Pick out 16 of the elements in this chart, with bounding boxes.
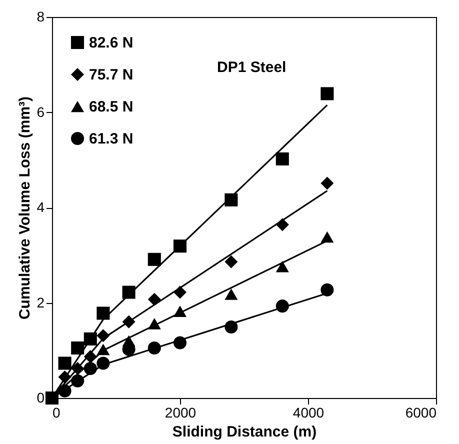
legend-label: 61.3 N (89, 130, 134, 148)
x-tick-label: 2000 (164, 404, 196, 420)
x-tick-label: 0 (52, 404, 60, 420)
legend-label: 75.7 N (89, 66, 134, 84)
y-tick-label: 2 (36, 294, 45, 310)
y-tick-label: 0 (36, 390, 45, 406)
legend-label: 68.5 N (89, 98, 134, 116)
x-tick-label: 4000 (292, 404, 324, 420)
annotation: DP1 Steel (217, 59, 286, 76)
x-tick-label: 6000 (405, 404, 437, 420)
y-tick-label: 6 (36, 104, 45, 120)
y-tick-label: 4 (36, 199, 45, 215)
legend-label: 82.6 N (89, 34, 134, 52)
x-axis-title: Sliding Distance (m) (172, 424, 317, 440)
y-tick-label: 8 (36, 8, 45, 24)
y-axis-title: Cumulative Volume Loss (mm³) (16, 96, 34, 320)
